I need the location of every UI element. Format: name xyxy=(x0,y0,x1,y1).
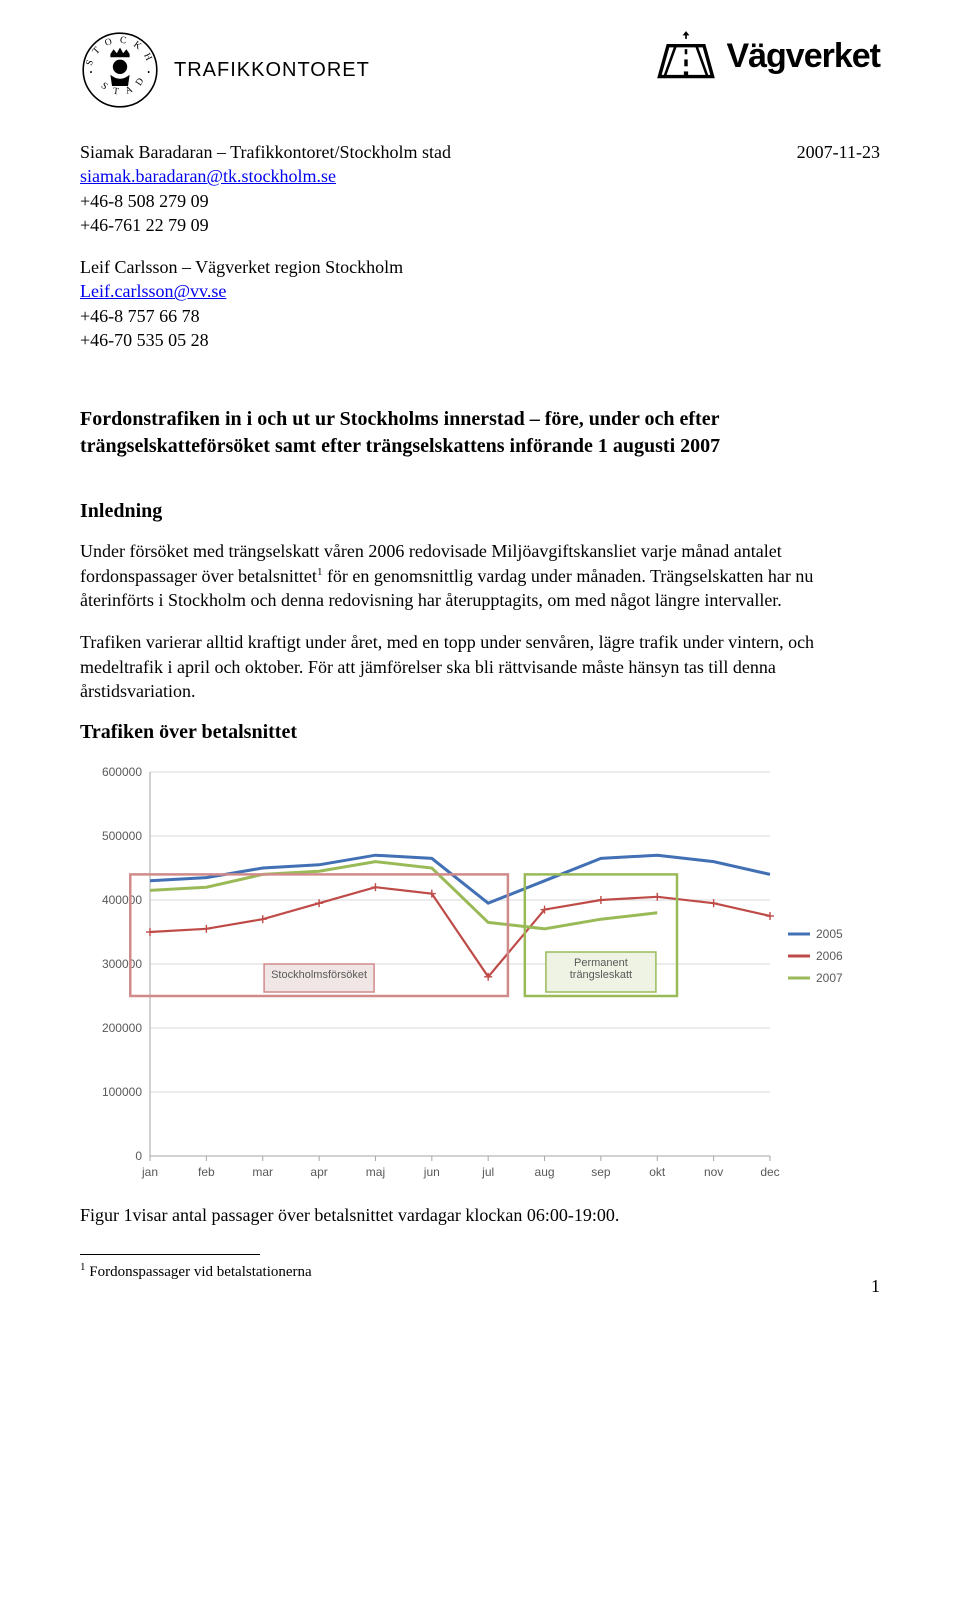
line-chart: 0 100000 200000 300000 400000 500000 600000 jan… xyxy=(80,760,880,1190)
chart-container: 0 100000 200000 300000 400000 500000 600000 jan… xyxy=(80,760,880,1195)
footnote: 1 Fordonspassager vid betalstationerna xyxy=(80,1261,880,1281)
trafikkontoret-label: TRAFIKKONTORET xyxy=(174,59,370,82)
author2-phone2: +46-70 535 05 28 xyxy=(80,328,451,352)
svg-text:feb: feb xyxy=(198,1165,215,1179)
author1-phone1: +46-8 508 279 09 xyxy=(80,189,451,213)
svg-text:nov: nov xyxy=(704,1165,723,1179)
header: S T O C K H O S T A D • • TRAFIKKONTORET xyxy=(80,30,880,110)
author1-email-link[interactable]: siamak.baradaran@tk.stockholm.se xyxy=(80,166,336,186)
svg-text:jul: jul xyxy=(481,1165,494,1179)
svg-text:200000: 200000 xyxy=(102,1021,142,1035)
document-date: 2007-11-23 xyxy=(797,140,880,352)
svg-text:2005: 2005 xyxy=(816,927,843,941)
paragraph-1: Under försöket med trängselskatt våren 2… xyxy=(80,539,880,612)
svg-text:maj: maj xyxy=(366,1165,385,1179)
page-number: 1 xyxy=(871,1276,880,1297)
vagverket-label: Vägverket xyxy=(726,37,880,76)
section-heading-trafik: Trafiken över betalsnittet xyxy=(80,721,880,744)
footnote-rule xyxy=(80,1254,260,1255)
svg-text:jan: jan xyxy=(141,1165,158,1179)
logo-left-block: S T O C K H O S T A D • • TRAFIKKONTORET xyxy=(80,30,370,110)
svg-text:Permanent: Permanent xyxy=(574,957,628,969)
svg-text:dec: dec xyxy=(760,1165,779,1179)
author-block: Siamak Baradaran – Trafikkontoret/Stockh… xyxy=(80,140,880,352)
author2-phone1: +46-8 757 66 78 xyxy=(80,304,451,328)
stockholm-seal-icon: S T O C K H O S T A D • • xyxy=(80,30,160,110)
svg-text:trängsleskatt: trängsleskatt xyxy=(570,969,632,981)
section-heading-inledning: Inledning xyxy=(80,500,880,523)
svg-text:aug: aug xyxy=(535,1165,555,1179)
author1-phone2: +46-761 22 79 09 xyxy=(80,213,451,237)
svg-text:apr: apr xyxy=(310,1165,327,1179)
svg-text:mar: mar xyxy=(252,1165,273,1179)
svg-text:0: 0 xyxy=(135,1149,142,1163)
svg-text:okt: okt xyxy=(649,1165,666,1179)
author-left: Siamak Baradaran – Trafikkontoret/Stockh… xyxy=(80,140,451,352)
svg-text:400000: 400000 xyxy=(102,893,142,907)
author2-email-link[interactable]: Leif.carlsson@vv.se xyxy=(80,281,226,301)
svg-text:•: • xyxy=(147,68,150,77)
svg-text:Stockholmsförsöket: Stockholmsförsöket xyxy=(271,969,367,981)
paragraph-2: Trafiken varierar alltid kraftigt under … xyxy=(80,630,880,703)
svg-text:300000: 300000 xyxy=(102,957,142,971)
svg-text:2007: 2007 xyxy=(816,971,843,985)
logo-right-block: Vägverket xyxy=(656,30,880,82)
footnote-text: Fordonspassager vid betalstationerna xyxy=(86,1264,312,1280)
svg-text:sep: sep xyxy=(591,1165,611,1179)
svg-text:jun: jun xyxy=(423,1165,440,1179)
author2-name: Leif Carlsson – Vägverket region Stockho… xyxy=(80,255,451,279)
figure-caption: Figur 1visar antal passager över betalsn… xyxy=(80,1205,880,1226)
document-title: Fordonstrafiken in i och ut ur Stockholm… xyxy=(80,406,880,460)
svg-text:2006: 2006 xyxy=(816,949,843,963)
svg-text:•: • xyxy=(90,68,93,77)
author1-name: Siamak Baradaran – Trafikkontoret/Stockh… xyxy=(80,140,451,164)
svg-text:600000: 600000 xyxy=(102,765,142,779)
svg-text:100000: 100000 xyxy=(102,1085,142,1099)
svg-text:500000: 500000 xyxy=(102,829,142,843)
vagverket-icon xyxy=(656,30,716,82)
page: S T O C K H O S T A D • • TRAFIKKONTORET xyxy=(0,0,960,1311)
